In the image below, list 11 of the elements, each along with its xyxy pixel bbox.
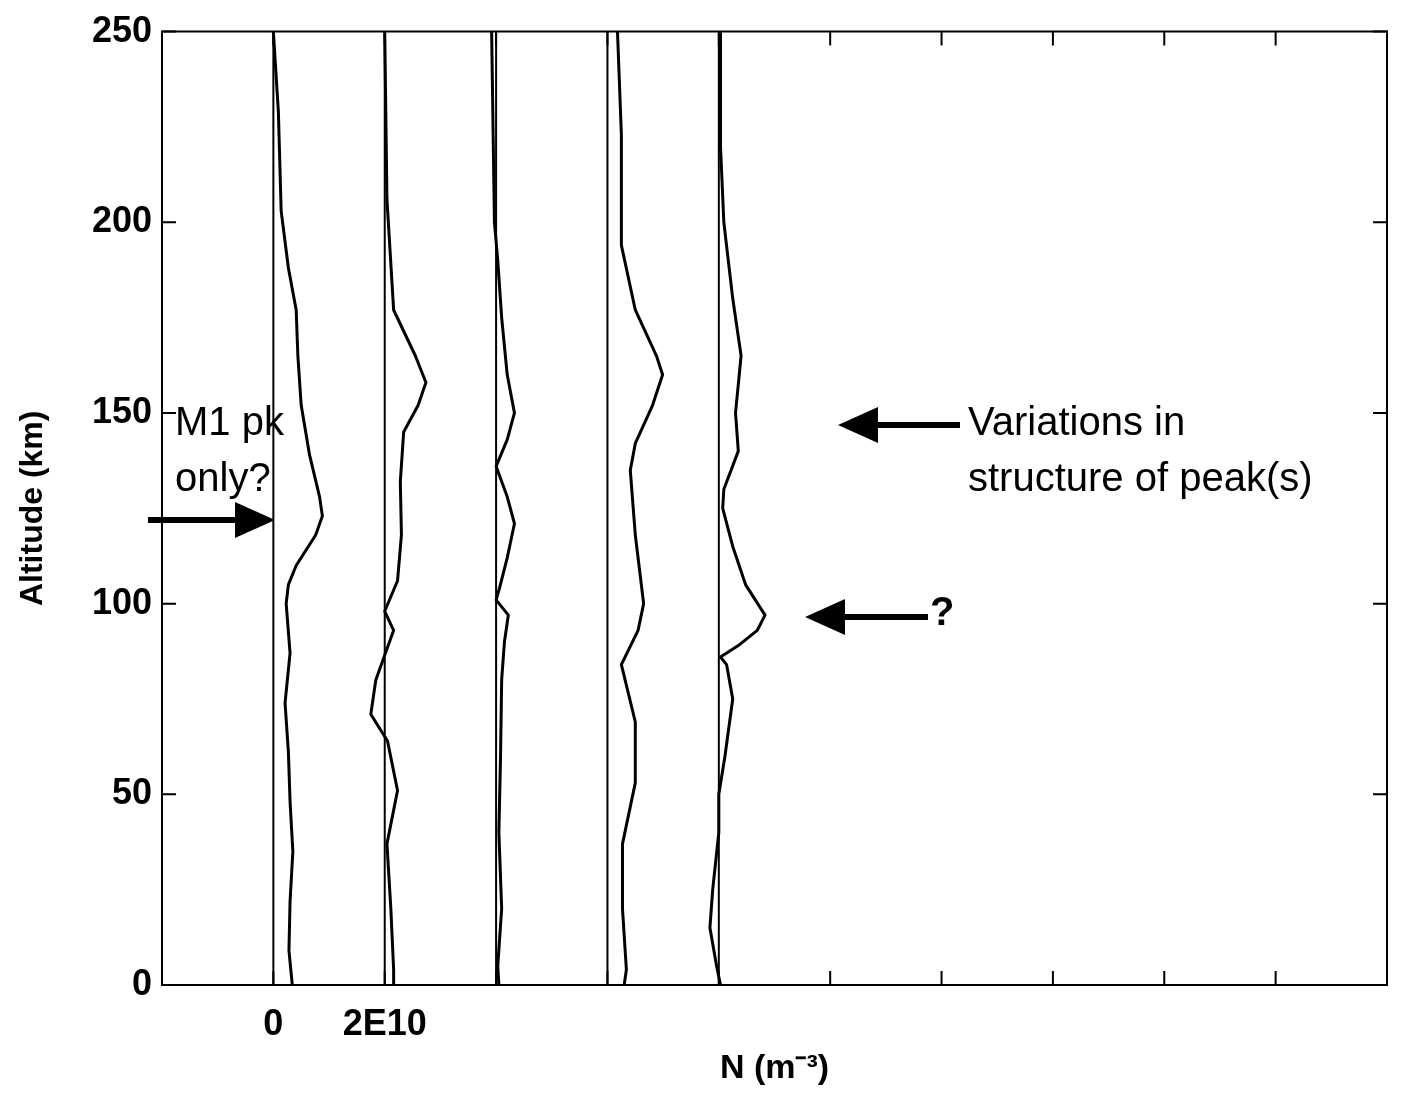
x-tick-label: 2E10	[342, 1001, 427, 1043]
y-tick-label: 0	[131, 961, 152, 1003]
y-axis-title: Altitude (km)	[13, 410, 50, 607]
y-tick-label: 150	[91, 389, 152, 431]
x-axis-title: N (m⁻³)	[719, 1046, 830, 1085]
y-tick-label: 200	[91, 199, 152, 241]
y-tick-label: 100	[91, 580, 152, 622]
y-tick-label: 50	[111, 771, 152, 813]
y-tick-label: 250	[91, 8, 152, 50]
annotation: ?	[930, 589, 955, 633]
annotation: Variations in structure of peak(s)	[968, 399, 1313, 499]
